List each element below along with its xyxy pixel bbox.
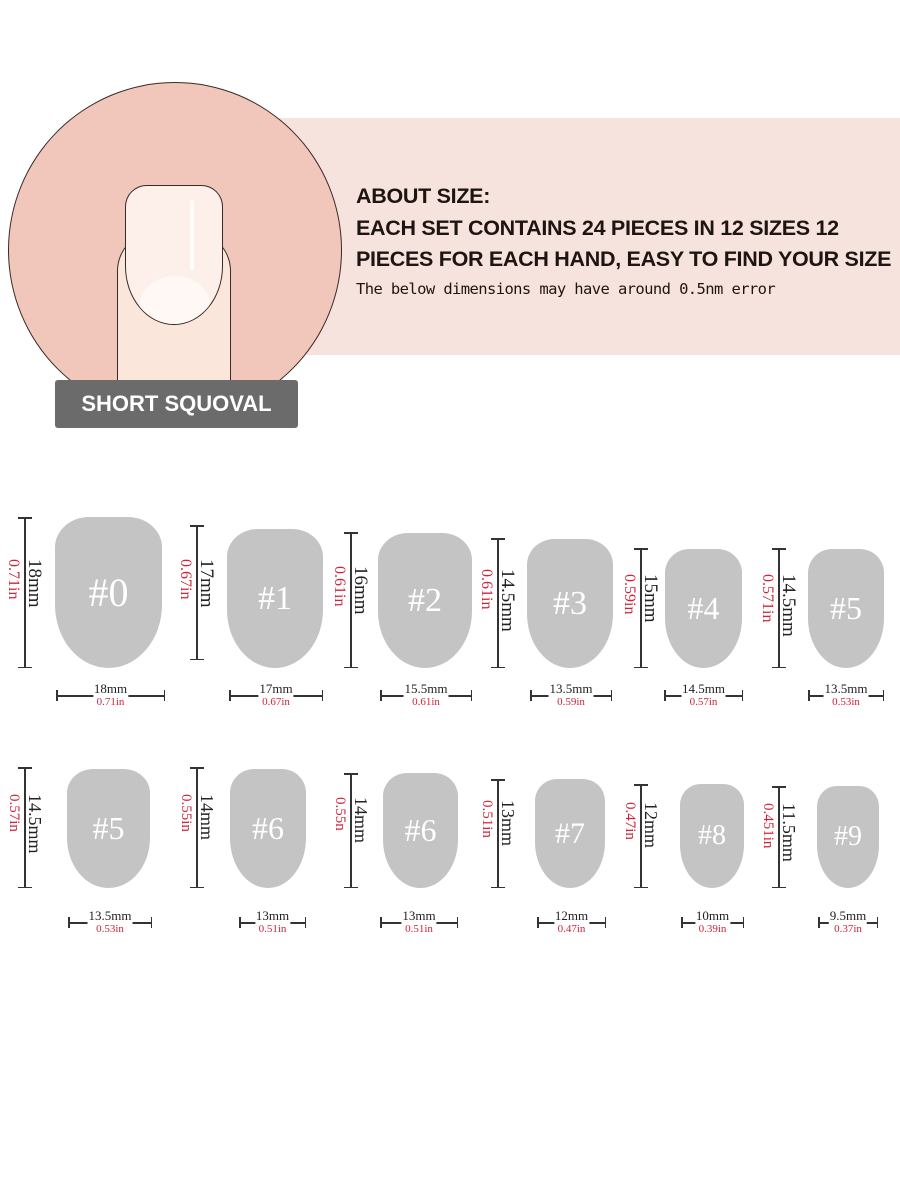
nail-size-label: #6 [252, 810, 284, 846]
nail-size-label: #1 [258, 579, 292, 617]
width-in-label: 0.37in [834, 923, 862, 935]
length-mm-label: 11.5mm [779, 803, 799, 862]
width-in-label: 0.53in [96, 923, 124, 935]
length-dimension-bar [345, 773, 356, 888]
nail-illustration [125, 185, 223, 325]
length-in-label: 0.47in [622, 802, 638, 840]
width-in-label: 0.53in [832, 696, 860, 708]
info-banner [235, 118, 900, 355]
nail-card: #1 [227, 529, 323, 668]
length-dimension-bar [345, 532, 356, 668]
length-in-label: 0.51in [479, 799, 495, 838]
info-line-2: PIECES FOR EACH HAND, EASY TO FIND YOUR … [356, 247, 892, 271]
length-in-label: 0.67in [177, 558, 194, 599]
nail-size-label: #0 [88, 570, 129, 615]
length-mm-label: 13mm [498, 799, 518, 846]
length-dimension-bar [635, 548, 646, 668]
nail-card: #5 [67, 769, 150, 888]
nail-card: #3 [527, 539, 613, 668]
length-mm-label: 14mm [197, 793, 217, 840]
length-mm-label: 17mm [196, 558, 217, 608]
length-mm-label: 15mm [640, 574, 661, 623]
width-in-label: 0.51in [405, 923, 433, 935]
width-mm-label: 12mm [553, 908, 590, 924]
width-mm-label: 13mm [254, 908, 291, 924]
length-mm-label: 14mm [351, 796, 371, 843]
length-dimension-bar [19, 767, 30, 888]
width-mm-label: 13.5mm [87, 908, 133, 924]
nail-card: #5 [808, 549, 884, 668]
length-in-label: 0.71in [5, 558, 22, 599]
nail-size-label: #3 [553, 584, 587, 622]
width-mm-label: 18mm [92, 681, 129, 697]
width-mm-label: 15.5mm [403, 681, 449, 697]
length-in-label: 0.59in [621, 574, 638, 615]
nail-card: #4 [665, 549, 742, 668]
nail-size-label: #5 [92, 810, 125, 846]
length-dimension-bar [635, 784, 646, 888]
nail-size-label: #4 [687, 590, 720, 626]
nail-size-label: #9 [834, 821, 862, 852]
finger-illustration-circle [8, 82, 342, 418]
width-mm-label: 13mm [401, 908, 437, 924]
length-in-label: 0.571in [759, 574, 776, 623]
width-in-label: 0.47in [557, 923, 586, 935]
length-in-label: 0.61in [478, 569, 495, 610]
length-dimension-bar [773, 786, 784, 888]
width-mm-label: 13.5mm [823, 681, 869, 697]
length-in-label: 0.451in [760, 803, 776, 849]
length-mm-label: 12mm [641, 802, 661, 849]
length-mm-label: 18mm [24, 558, 45, 608]
nail-card: #2 [378, 533, 472, 668]
nail-size-label: #6 [404, 812, 437, 848]
length-in-label: 0.55in [178, 793, 194, 832]
shape-label: SHORT SQUOVAL [55, 380, 298, 428]
width-mm-label: 17mm [258, 681, 294, 697]
nail-card: #8 [680, 784, 744, 888]
width-in-label: 0.59in [557, 696, 585, 708]
length-dimension-bar [492, 779, 503, 888]
width-in-label: 0.61in [412, 696, 440, 708]
length-mm-label: 16mm [350, 566, 371, 615]
nail-card: #7 [535, 779, 605, 888]
nail-card: #6 [383, 773, 458, 888]
error-note: The below dimensions may have around 0.5… [356, 280, 776, 298]
nail-size-label: #2 [408, 581, 442, 619]
info-title: ABOUT SIZE: [356, 184, 491, 208]
width-in-label: 0.57in [689, 696, 718, 708]
nail-card: #0 [55, 517, 162, 668]
nail-card: #6 [230, 769, 306, 888]
length-dimension-bar [191, 525, 202, 660]
length-dimension-bar [492, 538, 503, 668]
nail-size-label: #8 [698, 820, 726, 851]
width-mm-label: 9.5mm [828, 908, 868, 924]
nail-card: #9 [817, 786, 879, 888]
width-in-label: 0.71in [96, 696, 125, 708]
length-in-label: 0.57in [6, 793, 22, 832]
length-dimension-bar [19, 517, 30, 668]
length-in-label: 0.55n [332, 796, 348, 831]
width-in-label: 0.51in [258, 923, 287, 935]
length-mm-label: 14.5mm [778, 574, 799, 637]
width-mm-label: 13.5mm [548, 681, 594, 697]
length-in-label: 0.61in [331, 566, 348, 607]
width-in-label: 0.67in [262, 696, 290, 708]
width-in-label: 0.39in [698, 923, 727, 935]
nail-size-label: #5 [830, 590, 862, 626]
width-mm-label: 10mm [694, 908, 731, 924]
length-mm-label: 14.5mm [497, 569, 518, 632]
info-line-1: EACH SET CONTAINS 24 PIECES IN 12 SIZES … [356, 216, 839, 240]
width-mm-label: 14.5mm [681, 681, 726, 697]
length-dimension-bar [191, 767, 202, 888]
length-mm-label: 14.5mm [25, 793, 45, 854]
nail-size-label: #7 [555, 816, 585, 850]
length-dimension-bar [773, 548, 784, 668]
